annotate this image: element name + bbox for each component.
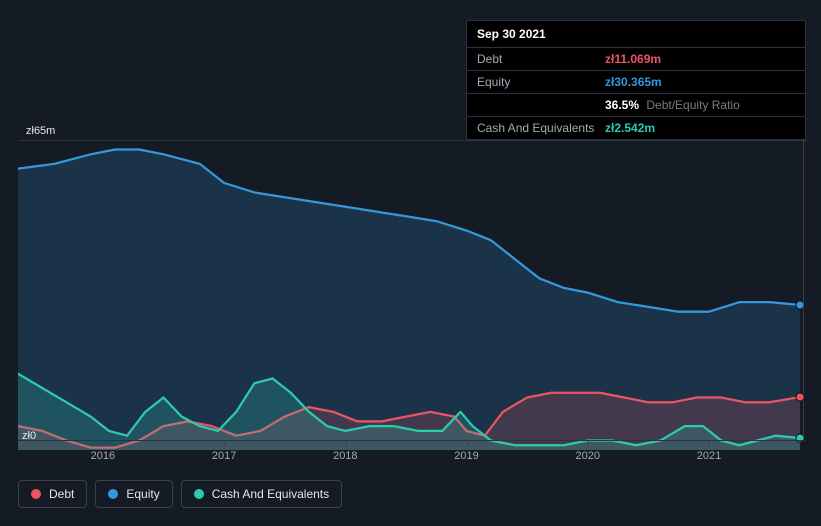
tooltip-row-value: zł30.365m [605,75,795,89]
legend-swatch-icon [194,489,204,499]
tooltip-date: Sep 30 2021 [467,21,805,47]
chart-tooltip: Sep 30 2021 Debtzł11.069mEquityzł30.365m… [466,20,806,140]
legend-item[interactable]: Cash And Equivalents [181,480,342,508]
tooltip-row: Equityzł30.365m [467,70,805,93]
legend-label: Cash And Equivalents [212,487,329,501]
tooltip-row: Debtzł11.069m [467,47,805,70]
y-axis-label-min: zł0 [22,430,36,442]
x-tick: 2018 [333,450,357,462]
tooltip-row-value: 36.5% Debt/Equity Ratio [605,98,795,112]
x-tick: 2019 [454,450,478,462]
legend-item[interactable]: Equity [95,480,172,508]
tooltip-row-label: Cash And Equivalents [477,121,605,135]
tooltip-row: Cash And Equivalentszł2.542m [467,116,805,139]
chart-area[interactable]: zł65m zł0 [18,140,806,450]
legend-swatch-icon [31,489,41,499]
legend-item[interactable]: Debt [18,480,87,508]
x-tick: 2021 [697,450,721,462]
tooltip-row-value: zł11.069m [605,52,795,66]
hover-line [803,140,804,440]
x-tick: 2016 [91,450,115,462]
tooltip-row-label [477,98,605,112]
legend-label: Equity [126,487,159,501]
legend-swatch-icon [108,489,118,499]
chart-legend: Debt Equity Cash And Equivalents [18,480,342,508]
tooltip-row-value: zł2.542m [605,121,795,135]
tooltip-row: 36.5% Debt/Equity Ratio [467,93,805,116]
y-axis-label-max: zł65m [26,125,55,137]
tooltip-row-label: Equity [477,75,605,89]
x-axis: 2016 2017 2018 2019 2020 2021 [18,450,806,470]
x-tick: 2020 [576,450,600,462]
legend-label: Debt [49,487,74,501]
chart-svg [18,140,806,450]
x-tick: 2017 [212,450,236,462]
tooltip-row-label: Debt [477,52,605,66]
